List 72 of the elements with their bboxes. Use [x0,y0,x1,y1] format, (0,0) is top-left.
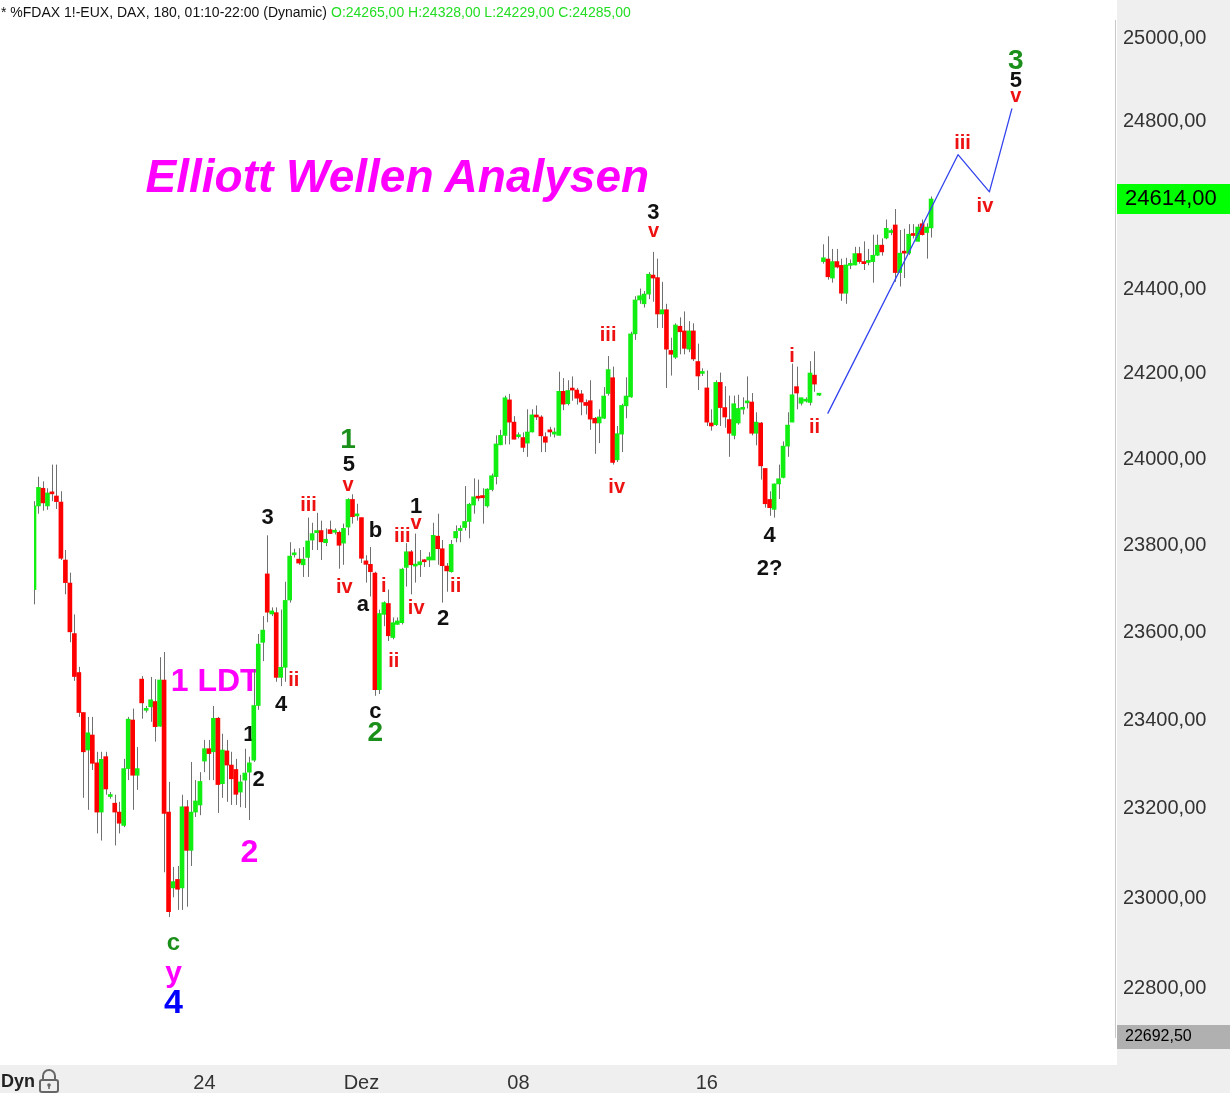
candlestick [175,865,180,911]
annotation: 4 [275,691,289,717]
candlestick [812,350,817,393]
candlestick [668,337,674,377]
candlestick [408,549,414,595]
annotation: Elliott Wellen Analysen [145,149,650,202]
candlestick [341,523,346,566]
x-tick-label: 16 [695,1070,718,1093]
candlestick [794,366,799,410]
y-tick-label: 23000,00 [1123,885,1207,908]
y-tick-label: 24200,00 [1123,361,1207,384]
x-tick-label: 08 [507,1070,530,1093]
candlestick [883,219,889,240]
annotation: 2 [436,605,450,631]
x-tick-label: 24 [193,1070,216,1093]
y-tick-label: 23400,00 [1123,707,1207,730]
candlestick [525,408,530,458]
candlestick [565,379,571,406]
annotation: 3 [261,503,274,529]
chart-title: * %FDAX 1!-EUX, DAX, 180, 01:10-22:00 (Dynamic) [1,3,328,20]
y-tick-label: 23600,00 [1123,620,1207,643]
annotation: i [381,574,387,597]
candlestick [206,739,212,781]
text: Dyn [1,1070,36,1091]
y-tick-label: 23800,00 [1123,533,1207,556]
candlestick [314,512,319,551]
annotation: c [166,928,181,956]
annotation: ii [288,668,300,691]
y-tick-label: 23200,00 [1123,796,1207,819]
y-tick-label: 22800,00 [1123,975,1207,998]
annotation: 1 [410,492,423,518]
annotation: iii [954,130,971,153]
candlestick [897,229,903,287]
candlestick [238,774,243,808]
annotation: iv [976,193,995,216]
candlestick [682,310,687,355]
candlestick [134,746,140,791]
annotation: iv [336,575,354,598]
chart-subtitle: O:24265,00 H:24328,00 L:24229,00 C:24285,00 [331,3,631,20]
y-tick-label: 24400,00 [1123,276,1207,299]
candlestick [403,542,409,588]
annotation: ii [388,648,400,671]
candlestick [63,549,68,595]
x-tick-label: Dez [343,1070,380,1093]
annotation: iv [407,595,426,618]
candlestick [368,546,373,598]
annotation: iii [393,523,411,546]
candlestick [821,243,826,265]
candlestick [242,748,248,809]
annotation: iv [608,474,626,497]
y-tick-label: 25000,00 [1123,26,1207,49]
annotation: 4 [763,522,777,548]
y-tick-label: 24800,00 [1123,108,1207,131]
annotation: 2 [252,766,265,792]
annotation: a [356,591,370,617]
text: 22692,50 [1125,1027,1192,1045]
candlestick [112,794,118,846]
candlestick [350,493,355,525]
annotation: 2? [756,554,783,580]
annotation: c [369,697,382,723]
annotation: ii [450,574,462,597]
annotation: iii [300,493,317,516]
candlestick [54,464,59,510]
annotation: i [789,343,795,366]
text: 24614,00 [1125,185,1217,211]
candlestick [202,739,207,773]
candlestick [305,517,310,578]
annotation: 2 [240,833,259,870]
annotation: b [368,517,383,543]
y-tick-label: 24000,00 [1123,446,1207,469]
annotation: iii [599,323,617,346]
annotation: ii [808,415,821,438]
